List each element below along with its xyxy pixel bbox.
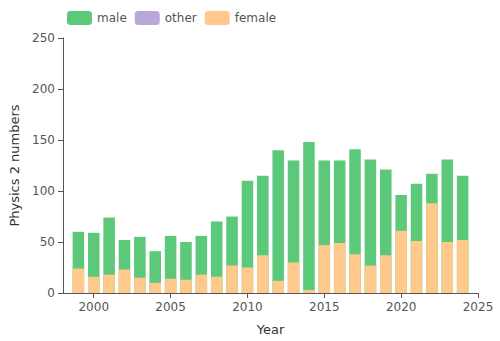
svg-text:Physics 2 numbers: Physics 2 numbers	[7, 104, 22, 226]
svg-text:Year: Year	[256, 322, 285, 337]
svg-text:female: female	[235, 11, 276, 25]
svg-text:50: 50	[40, 235, 55, 249]
svg-text:200: 200	[32, 82, 55, 96]
svg-text:250: 250	[32, 31, 55, 45]
svg-text:2025: 2025	[463, 300, 494, 314]
svg-text:2005: 2005	[155, 300, 186, 314]
svg-text:2010: 2010	[232, 300, 263, 314]
svg-text:male: male	[97, 11, 127, 25]
svg-text:100: 100	[32, 184, 55, 198]
svg-text:2000: 2000	[78, 300, 109, 314]
svg-text:2020: 2020	[386, 300, 417, 314]
svg-text:0: 0	[47, 286, 55, 300]
svg-text:2015: 2015	[309, 300, 340, 314]
svg-text:150: 150	[32, 133, 55, 147]
svg-text:other: other	[165, 11, 197, 25]
